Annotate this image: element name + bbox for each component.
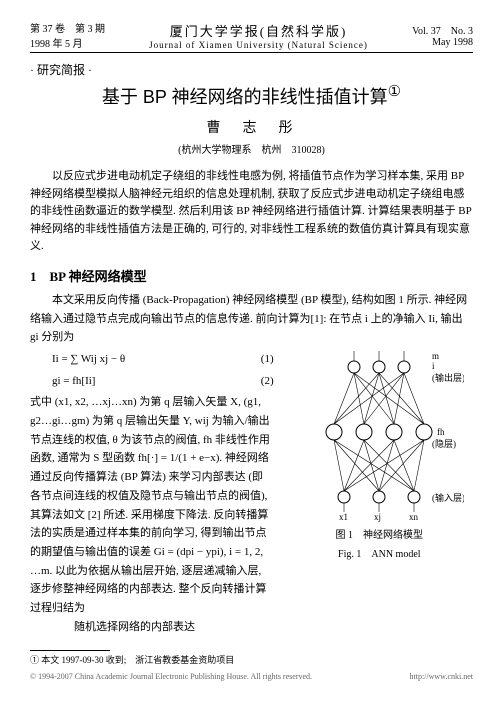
fig-label-i: i: [432, 361, 435, 371]
fig-label-input: (输入层): [432, 492, 464, 503]
right-column: m i (输出层) fh (隐层) (输入层) x1 xj xn 图 1 神经网…: [286, 347, 473, 618]
publisher-left: © 1994-2007 China Academic Journal Elect…: [30, 672, 312, 681]
header-center: 厦门大学学报(自然科学版) Journal of Xiamen Universi…: [105, 21, 412, 50]
fig-label-x1: x1: [339, 512, 348, 522]
heading-1: 1 BP 神经网络模型: [30, 266, 473, 285]
left-column: Ii = ∑ Wij xj − θ (1) gi = fh[Ii] (2) 式中…: [30, 347, 274, 618]
fig-label-xn: xn: [409, 512, 419, 522]
journal-name-cn: 厦门大学学报(自然科学版): [105, 21, 412, 40]
date-en: May 1998: [412, 37, 473, 48]
footnote-rule: [30, 650, 110, 651]
date-cn: 1998 年 5 月: [30, 35, 105, 50]
rule: [30, 52, 473, 53]
footnote: ① 本文 1997-09-30 收到; 浙江省教委基金资助项目: [30, 653, 473, 666]
header-right: Vol. 37 No. 3 May 1998: [412, 22, 473, 48]
header-left: 第 37 卷 第 3 期 1998 年 5 月: [30, 20, 105, 50]
vol-en: Vol. 37 No. 3: [412, 22, 473, 37]
title-text: 基于 BP 神经网络的非线性插值计算: [102, 87, 388, 107]
figure-caption-en: Fig. 1 ANN model: [286, 545, 473, 560]
author: 曹 志 彤: [30, 117, 473, 137]
title-sup: ①: [388, 83, 401, 100]
figure-1: m i (输出层) fh (隐层) (输入层) x1 xj xn: [294, 347, 464, 522]
fig-label-m: m: [432, 351, 439, 361]
fig-label-xj: xj: [374, 512, 381, 522]
equation-2: gi = fh[Ii] (2): [52, 372, 274, 391]
journal-header: 第 37 卷 第 3 期 1998 年 5 月 厦门大学学报(自然科学版) Jo…: [30, 20, 473, 50]
fig-label-output: (输出层): [432, 372, 464, 383]
equation-1: Ii = ∑ Wij xj − θ (1): [52, 350, 274, 369]
publisher-line: © 1994-2007 China Academic Journal Elect…: [30, 672, 473, 681]
fig-label-fh: fh: [437, 427, 445, 437]
publisher-right: http://www.cnki.net: [410, 672, 473, 681]
eq1-num: (1): [261, 350, 274, 369]
para-1: 本文采用反向传播 (Back-Propagation) 神经网络模型 (BP 模…: [30, 291, 473, 347]
fig-label-hidden: (隐层): [432, 438, 456, 449]
para-3: 随机选择网络的内部表达: [30, 618, 473, 637]
abstract: 以反应式步进电动机定子绕组的非线性电感为例, 将插值节点作为学习样本集, 采用 …: [30, 168, 473, 256]
eq1-body: Ii = ∑ Wij xj − θ: [52, 350, 125, 369]
figure-caption-cn: 图 1 神经网络模型: [286, 526, 473, 541]
section-label: · 研究简报 ·: [30, 61, 473, 78]
paper-title: 基于 BP 神经网络的非线性插值计算①: [30, 82, 473, 109]
vol-cn: 第 37 卷 第 3 期: [30, 20, 105, 35]
two-column: Ii = ∑ Wij xj − θ (1) gi = fh[Ii] (2) 式中…: [30, 347, 473, 618]
para-2: 式中 (x1, x2, …xj…xn) 为第 q 层输入矢量 X, (g1, g…: [30, 393, 274, 617]
eq2-num: (2): [261, 372, 274, 391]
affiliation: (杭州大学物理系 杭州 310028): [30, 141, 473, 156]
journal-name-en: Journal of Xiamen University (Natural Sc…: [105, 40, 412, 50]
eq2-body: gi = fh[Ii]: [52, 372, 95, 391]
